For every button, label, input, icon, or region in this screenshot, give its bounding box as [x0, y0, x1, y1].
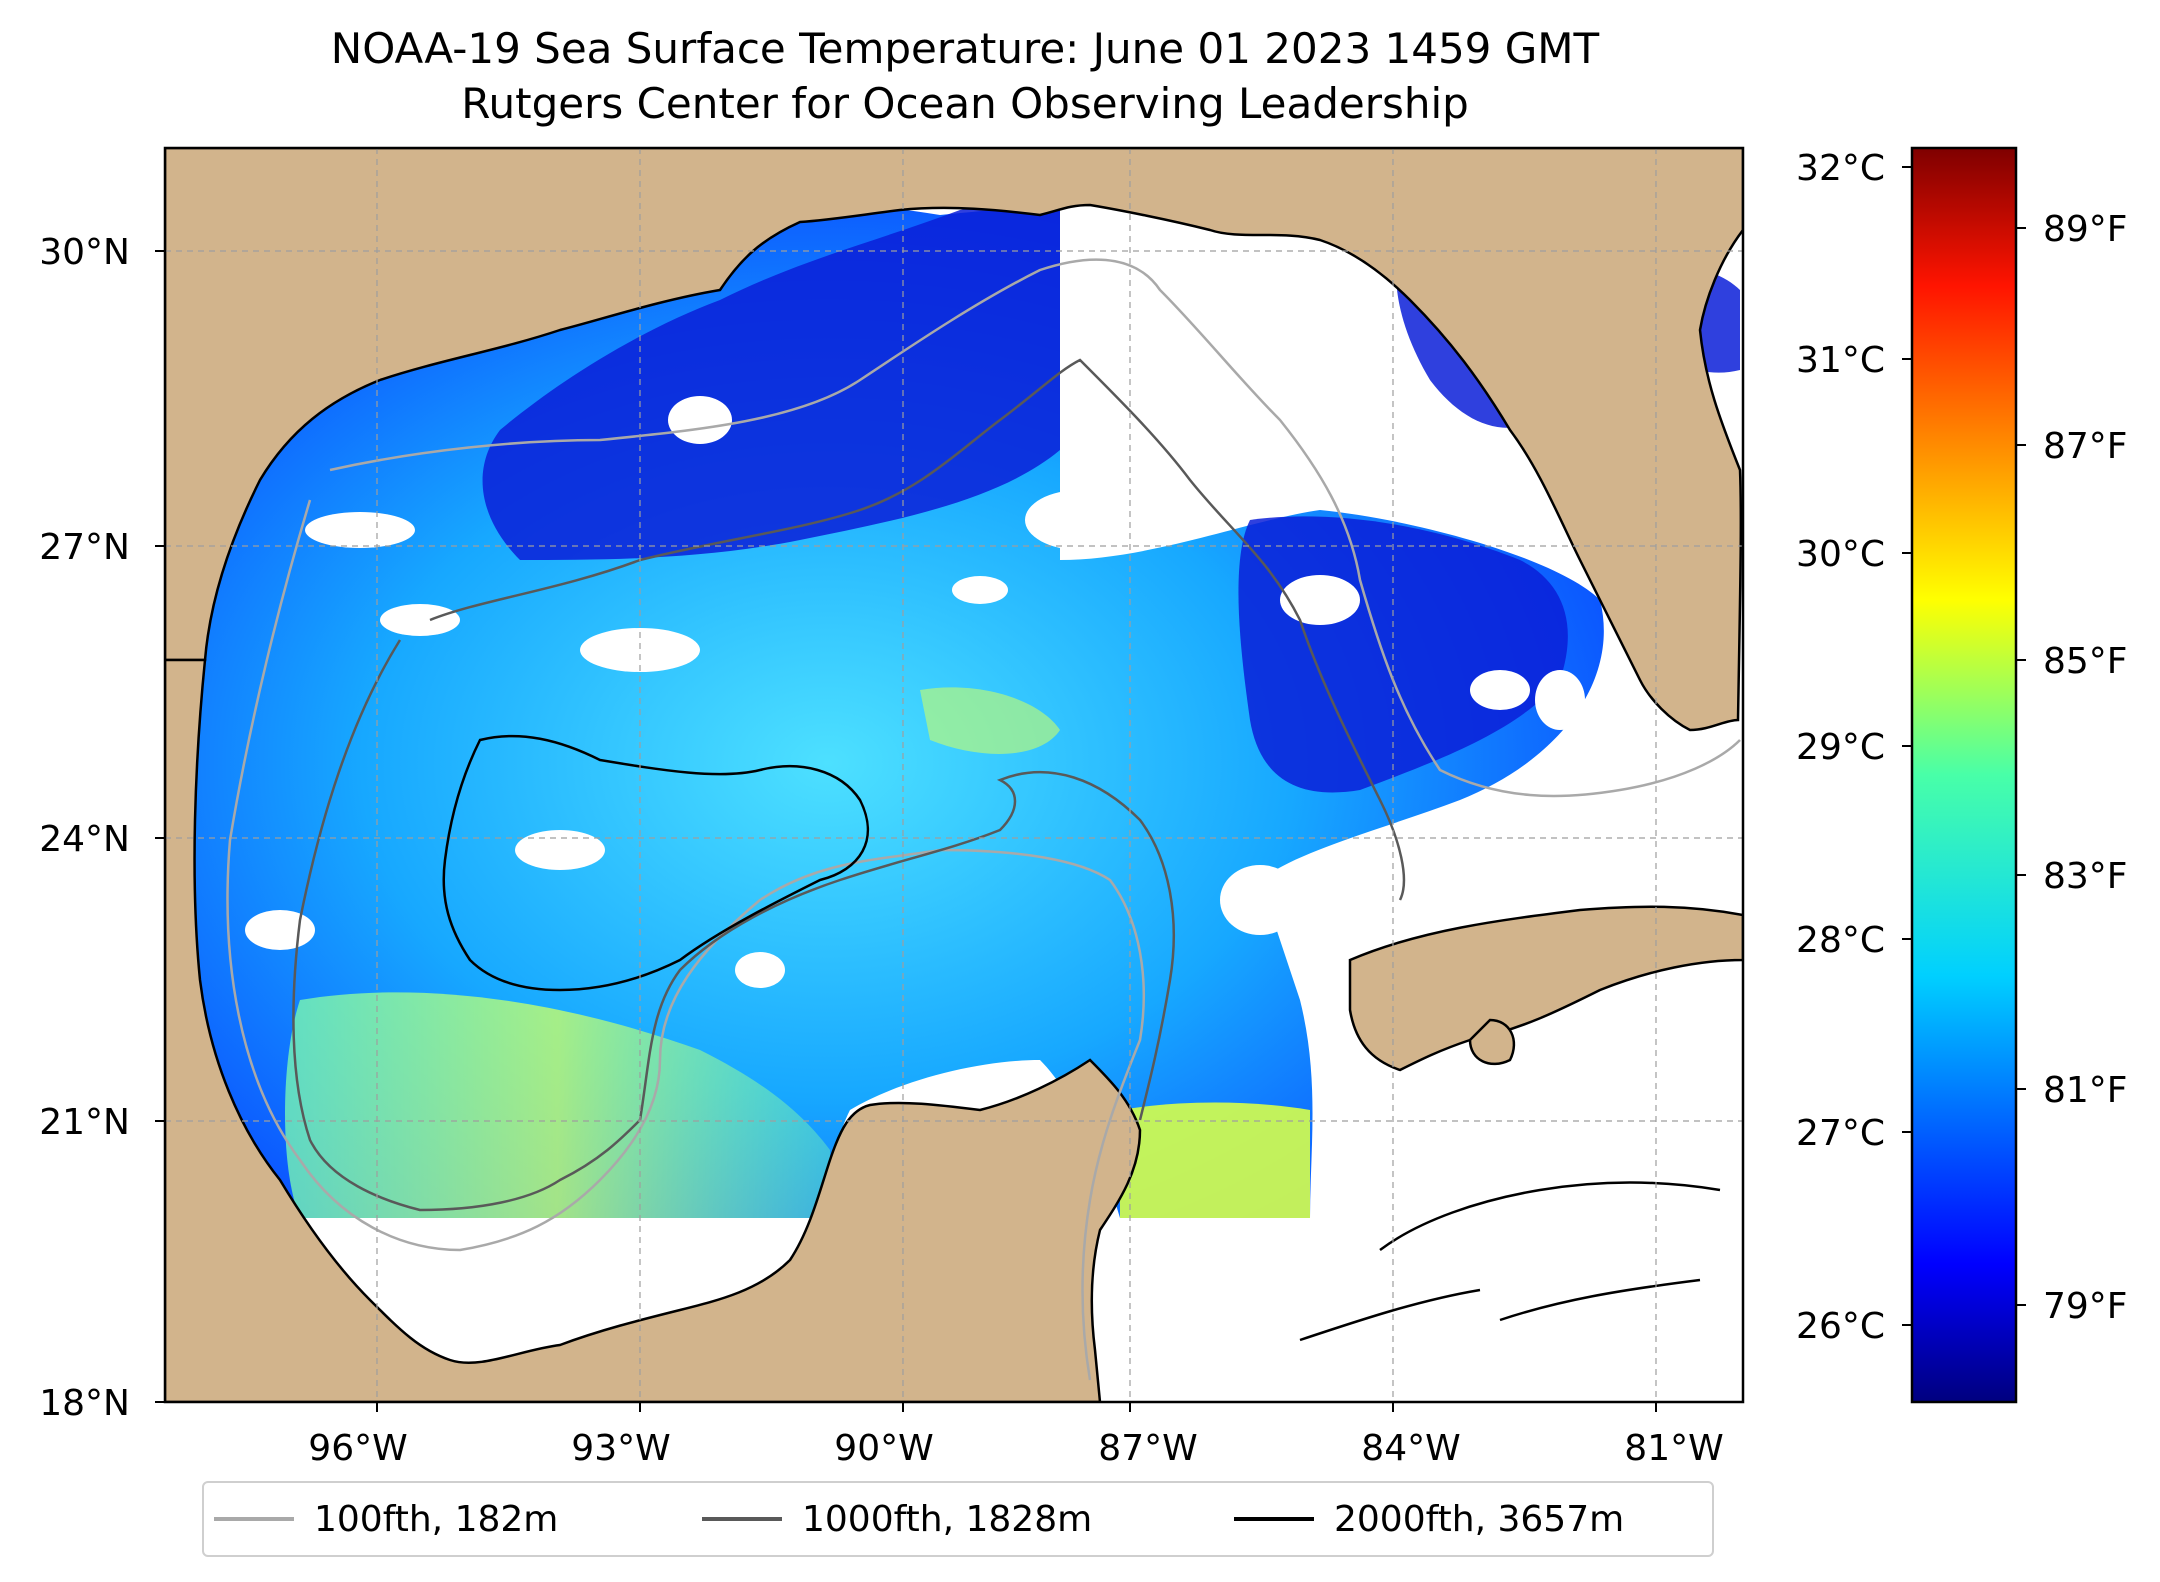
lat-tick-label: 21°N — [39, 1102, 130, 1143]
celsius-tick-label: 26°C — [1796, 1306, 1885, 1347]
legend-swatch — [214, 1517, 294, 1521]
legend-label: 2000fth, 3657m — [1334, 1498, 1625, 1540]
lat-tick-label: 27°N — [39, 527, 130, 568]
bathymetry-contours — [226, 258, 1741, 1381]
colorbar: 32°C 31°C 30°C 29°C 28°C 27°C 26°C 89°F … — [1796, 146, 2128, 1404]
fahrenheit-tick-label: 85°F — [2043, 641, 2128, 682]
lat-tick-label: 24°N — [39, 819, 130, 860]
legend-item-1000fth: 1000fth, 1828m — [702, 1483, 1092, 1555]
contour-100fth — [226, 258, 1741, 1381]
lon-tick-label: 93°W — [571, 1428, 670, 1469]
contour-2000fth — [442, 734, 1721, 1342]
celsius-tick-label: 30°C — [1796, 534, 1885, 575]
fahrenheit-tick-label: 79°F — [2043, 1286, 2128, 1327]
legend-swatch — [1234, 1517, 1314, 1521]
lon-tick-label: 87°W — [1098, 1428, 1197, 1469]
chart-title: NOAA-19 Sea Surface Temperature: June 01… — [330, 24, 1600, 73]
celsius-tick-label: 29°C — [1796, 727, 1885, 768]
colorbar-fahrenheit-axis: 89°F 87°F 85°F 83°F 81°F 79°F — [2016, 209, 2128, 1327]
celsius-tick-label: 28°C — [1796, 920, 1885, 961]
lon-tick-label: 96°W — [308, 1428, 407, 1469]
celsius-tick-label: 31°C — [1796, 340, 1885, 381]
celsius-tick-label: 27°C — [1796, 1113, 1885, 1154]
map-frame — [163, 146, 1745, 1404]
fahrenheit-tick-label: 89°F — [2043, 209, 2128, 250]
land — [165, 148, 1743, 1402]
contour-1000fth — [292, 358, 1406, 1212]
chart-subtitle: Rutgers Center for Ocean Observing Leade… — [461, 79, 1469, 128]
legend-label: 1000fth, 1828m — [802, 1498, 1093, 1540]
legend-item-100fth: 100fth, 182m — [214, 1483, 558, 1555]
celsius-tick-label: 32°C — [1796, 148, 1885, 189]
lon-tick-label: 90°W — [834, 1428, 933, 1469]
fahrenheit-tick-label: 87°F — [2043, 426, 2128, 467]
lat-tick-label: 30°N — [39, 232, 130, 273]
contour-legend: 100fth, 182m 1000fth, 1828m 2000fth, 365… — [202, 1481, 1714, 1557]
lat-axis: 30°N 27°N 24°N 21°N 18°N — [39, 232, 165, 1424]
lon-tick-label: 84°W — [1361, 1428, 1460, 1469]
legend-item-2000fth: 2000fth, 3657m — [1234, 1483, 1624, 1555]
lon-axis: 96°W 93°W 90°W 87°W 84°W 81°W — [308, 1402, 1724, 1469]
fahrenheit-tick-label: 83°F — [2043, 856, 2128, 897]
colorbar-celsius-axis: 32°C 31°C 30°C 29°C 28°C 27°C 26°C — [1796, 148, 1912, 1347]
colorbar-gradient — [1910, 146, 2018, 1404]
lon-tick-label: 81°W — [1624, 1428, 1723, 1469]
lat-tick-label: 18°N — [39, 1383, 130, 1424]
legend-swatch — [702, 1517, 782, 1521]
legend-label: 100fth, 182m — [314, 1498, 559, 1540]
map-gridlines — [165, 148, 1743, 1402]
fahrenheit-tick-label: 81°F — [2043, 1070, 2128, 1111]
